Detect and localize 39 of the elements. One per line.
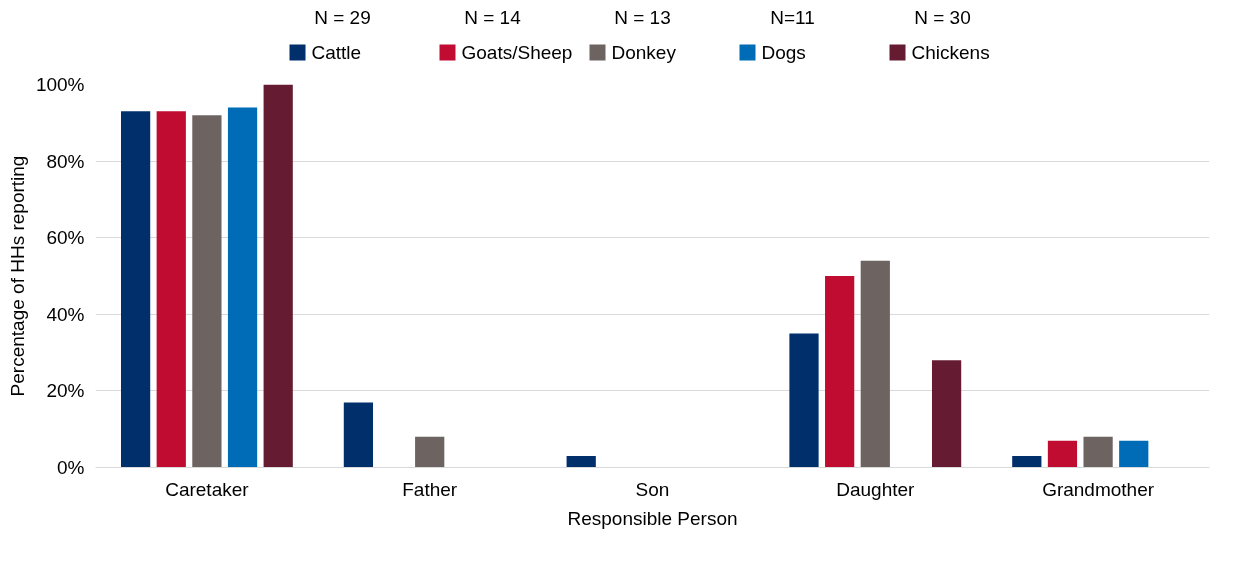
bar [120, 111, 151, 468]
bar [1083, 436, 1113, 468]
y-tick-label: 0% [57, 457, 85, 478]
bar [825, 276, 855, 468]
text: N = 14 [464, 7, 522, 28]
legend-label: Goats/Sheep [461, 42, 573, 63]
y-tick-label: 40% [46, 303, 85, 325]
legend-label: Donkey [611, 42, 677, 63]
text: N=11 [770, 7, 815, 28]
y-tick-label: 60% [46, 227, 85, 249]
bar [789, 333, 819, 468]
text: N = 30 [914, 7, 971, 28]
bar [860, 260, 890, 468]
bar [931, 360, 962, 468]
text: N = 29 [314, 7, 371, 28]
x-tick-label: Grandmother [1042, 478, 1155, 500]
legend-label: Dogs [761, 42, 806, 63]
bar [566, 456, 596, 468]
y-tick-label: 100% [35, 74, 85, 95]
x-tick-label: Son [635, 478, 670, 500]
legend-label: Cattle [311, 42, 362, 63]
x-tick-label: Father [402, 478, 458, 500]
text: N = 13 [614, 7, 671, 28]
bar [192, 115, 222, 468]
bar [227, 107, 258, 468]
bar [156, 111, 186, 468]
y-axis-title: Percentage of HHs reporting [6, 155, 28, 397]
bar [263, 84, 293, 468]
bar [1047, 440, 1078, 468]
bar [1119, 440, 1149, 468]
legend-label: Chickens [911, 42, 990, 63]
x-axis-title: Responsible Person [567, 507, 738, 529]
x-tick-label: Daughter [836, 478, 916, 500]
x-tick-label: Caretaker [165, 478, 250, 500]
bar [415, 436, 445, 468]
y-tick-label: 20% [46, 380, 85, 402]
bar [343, 402, 374, 468]
y-tick-label: 80% [46, 150, 85, 172]
bar [1012, 456, 1042, 468]
